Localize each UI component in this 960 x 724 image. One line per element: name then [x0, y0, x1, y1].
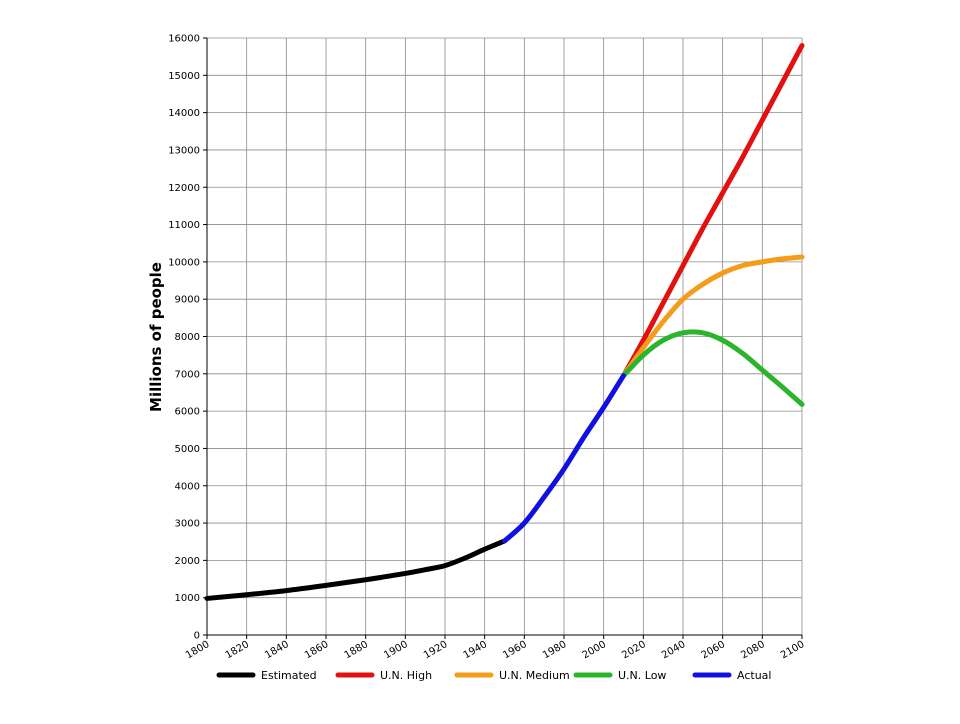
y-tick-label: 3000 [175, 519, 200, 530]
series-line-estimated [204, 538, 507, 601]
y-tick-label: 16000 [168, 34, 200, 45]
x-tick-label: 1880 [343, 639, 371, 661]
x-tick-label: 2080 [739, 639, 767, 661]
y-tick-label: 11000 [168, 220, 200, 231]
x-tick-label: 1980 [541, 639, 569, 661]
x-tick-label: 2100 [779, 639, 807, 661]
x-tick-label: 1940 [462, 639, 490, 661]
series-line-u-n-high [621, 42, 805, 379]
legend-item-estimated: Estimated [216, 669, 317, 682]
y-axis-label: Millions of people [147, 262, 165, 412]
series-line-u-n-low [621, 329, 805, 407]
y-tick-label: 12000 [168, 183, 200, 194]
y-tick-label: 14000 [168, 108, 200, 119]
axes: 0 1000 2000 3000 4000 5000 6000 7000 8000 9000 100… [168, 34, 806, 662]
legend-label: Actual [737, 669, 771, 682]
y-tick-label: 15000 [168, 71, 200, 82]
series-lines [204, 42, 805, 601]
legend-label: U.N. High [380, 669, 432, 682]
y-tick-label: 7000 [175, 369, 200, 380]
legend-item-u-n-medium: U.N. Medium [454, 669, 570, 682]
series-line-actual [502, 373, 626, 544]
x-tick-label: 2060 [700, 639, 728, 661]
x-tick-label: 1860 [303, 639, 331, 661]
legend-label: U.N. Low [618, 669, 666, 682]
legend-item-u-n-high: U.N. High [335, 669, 432, 682]
legend-item-actual: Actual [692, 669, 771, 682]
x-tick-label: 2000 [581, 639, 609, 661]
x-tick-label: 2040 [660, 639, 688, 661]
series-line-u-n-medium [621, 254, 805, 379]
y-tick-label: 6000 [175, 407, 200, 418]
legend-item-u-n-low: U.N. Low [573, 669, 666, 682]
x-tick-label: 1900 [382, 639, 410, 661]
y-tick-label: 9000 [175, 295, 200, 306]
x-tick-label: 1820 [224, 639, 252, 661]
x-tick-label: 1800 [184, 639, 212, 661]
y-tick-label: 10000 [168, 257, 200, 268]
legend-label: U.N. Medium [499, 669, 570, 682]
x-tick-label: 1920 [422, 639, 450, 661]
x-tick-label: 1960 [501, 639, 529, 661]
legend: Estimated U.N. High U.N. Medium U.N. Low Act… [216, 669, 771, 682]
y-tick-label: 8000 [175, 332, 200, 343]
legend-label: Estimated [261, 669, 317, 682]
y-tick-label: 4000 [175, 481, 200, 492]
y-tick-label: 2000 [175, 556, 200, 567]
y-tick-label: 5000 [175, 444, 200, 455]
x-tick-label: 2020 [620, 639, 648, 661]
y-tick-label: 1000 [175, 593, 200, 604]
y-tick-label: 13000 [168, 145, 200, 156]
x-tick-label: 1840 [263, 639, 291, 661]
y-tick-label: 0 [194, 631, 200, 642]
